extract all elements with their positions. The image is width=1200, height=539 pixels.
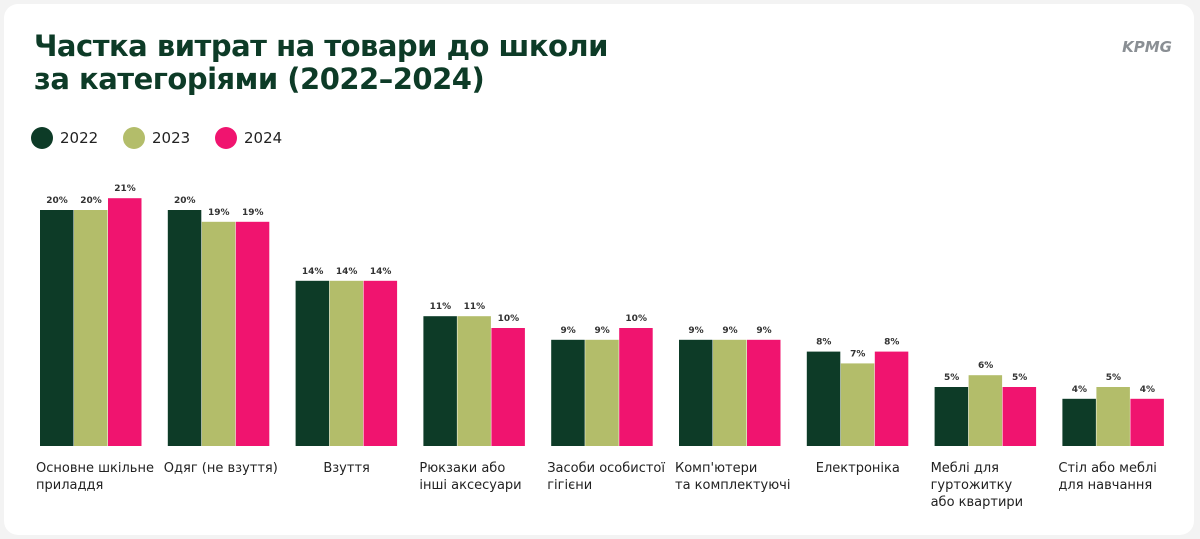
bar	[713, 339, 747, 446]
bar	[840, 363, 875, 446]
value-label: 9%	[595, 326, 610, 336]
x-tick-label: Меблі для гуртожитку або квартири	[930, 461, 1024, 510]
legend-label: 2023	[152, 129, 190, 147]
bar	[201, 221, 236, 446]
value-label: 21%	[114, 184, 136, 194]
bar	[1002, 387, 1037, 446]
bar	[167, 210, 202, 446]
bar	[295, 280, 330, 446]
legend-swatch	[123, 127, 145, 149]
value-label: 9%	[688, 326, 703, 336]
bar	[235, 221, 270, 446]
value-label: 7%	[850, 349, 865, 359]
x-tick-label: Одяг (не взуття)	[163, 461, 278, 476]
logo: KPMG	[1122, 38, 1172, 56]
bar	[363, 280, 398, 446]
value-label: 9%	[722, 326, 737, 336]
legend-swatch	[215, 127, 237, 149]
x-tick-label: Взуття	[323, 461, 370, 476]
bar	[457, 316, 491, 446]
bar	[329, 280, 364, 446]
value-label: 5%	[944, 373, 959, 383]
value-label: 20%	[46, 196, 68, 206]
bar	[1062, 398, 1096, 446]
bar	[679, 339, 713, 446]
x-tick-label: Комп'ютери та комплектуючі	[675, 461, 791, 493]
x-tick-label: Рюкзаки або інші аксесуари	[419, 461, 522, 493]
bar	[934, 387, 969, 446]
value-label: 5%	[1106, 373, 1121, 383]
bar	[968, 375, 1003, 446]
x-tick-label: Основне шкільне приладдя	[36, 461, 154, 493]
value-label: 9%	[756, 326, 771, 336]
value-label: 20%	[80, 196, 102, 206]
x-tick-label: Засоби особистої гігієни	[547, 461, 665, 493]
bar	[747, 339, 781, 446]
bar	[1130, 398, 1164, 446]
value-label: 14%	[370, 267, 392, 277]
value-label: 5%	[1012, 373, 1027, 383]
chart-title: Частка витрат на товари до школи за кате…	[34, 29, 609, 96]
value-label: 19%	[208, 208, 230, 218]
value-label: 20%	[174, 196, 196, 206]
legend-label: 2024	[244, 129, 282, 147]
value-label: 11%	[464, 302, 486, 312]
x-tick-label: Електроніка	[815, 461, 900, 476]
value-label: 10%	[625, 314, 647, 324]
bar	[874, 351, 909, 446]
x-tick-label: Стіл або меблі для навчання	[1058, 461, 1157, 493]
bar	[806, 351, 841, 446]
bar	[423, 316, 457, 446]
value-label: 8%	[884, 338, 899, 348]
value-label: 11%	[430, 302, 452, 312]
value-label: 19%	[242, 208, 264, 218]
value-label: 6%	[978, 361, 993, 371]
value-label: 10%	[498, 314, 520, 324]
legend-label: 2022	[60, 129, 98, 147]
value-label: 14%	[302, 267, 324, 277]
bar	[108, 198, 142, 446]
value-label: 9%	[561, 326, 576, 336]
bar	[1096, 387, 1130, 446]
bar	[40, 210, 74, 446]
bar	[551, 339, 585, 446]
value-label: 14%	[336, 267, 358, 277]
bar	[74, 210, 108, 446]
value-label: 4%	[1072, 385, 1087, 395]
value-label: 8%	[816, 338, 831, 348]
legend-swatch	[31, 127, 53, 149]
bar	[491, 328, 525, 446]
value-label: 4%	[1140, 385, 1155, 395]
bar	[585, 339, 619, 446]
bar	[619, 328, 653, 446]
